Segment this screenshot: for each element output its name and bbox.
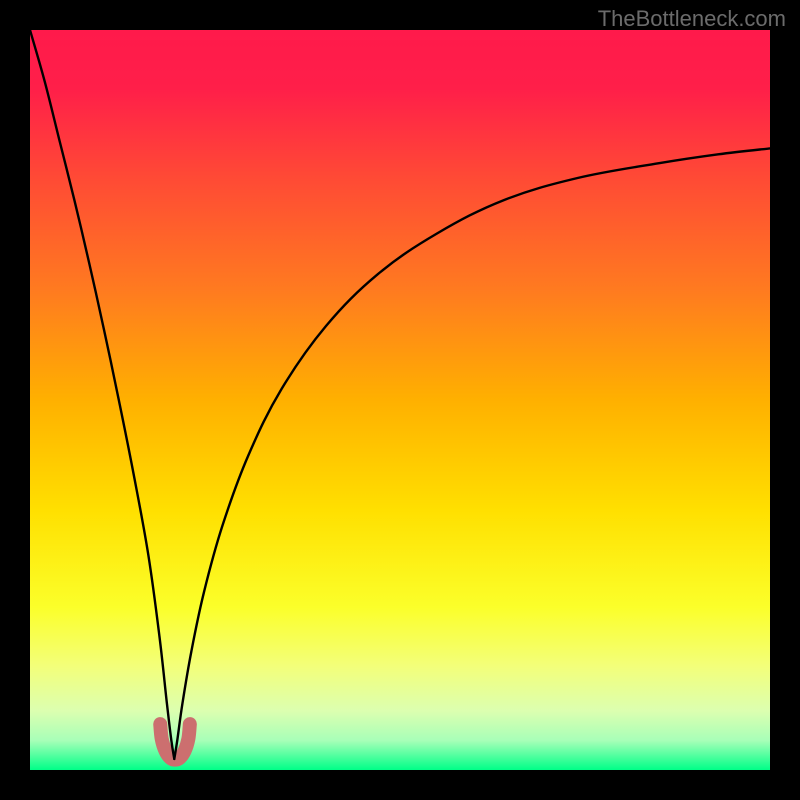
plot-background (30, 30, 770, 770)
chart-root: TheBottleneck.com (0, 0, 800, 800)
watermark-text: TheBottleneck.com (598, 6, 786, 32)
chart-svg (0, 0, 800, 800)
